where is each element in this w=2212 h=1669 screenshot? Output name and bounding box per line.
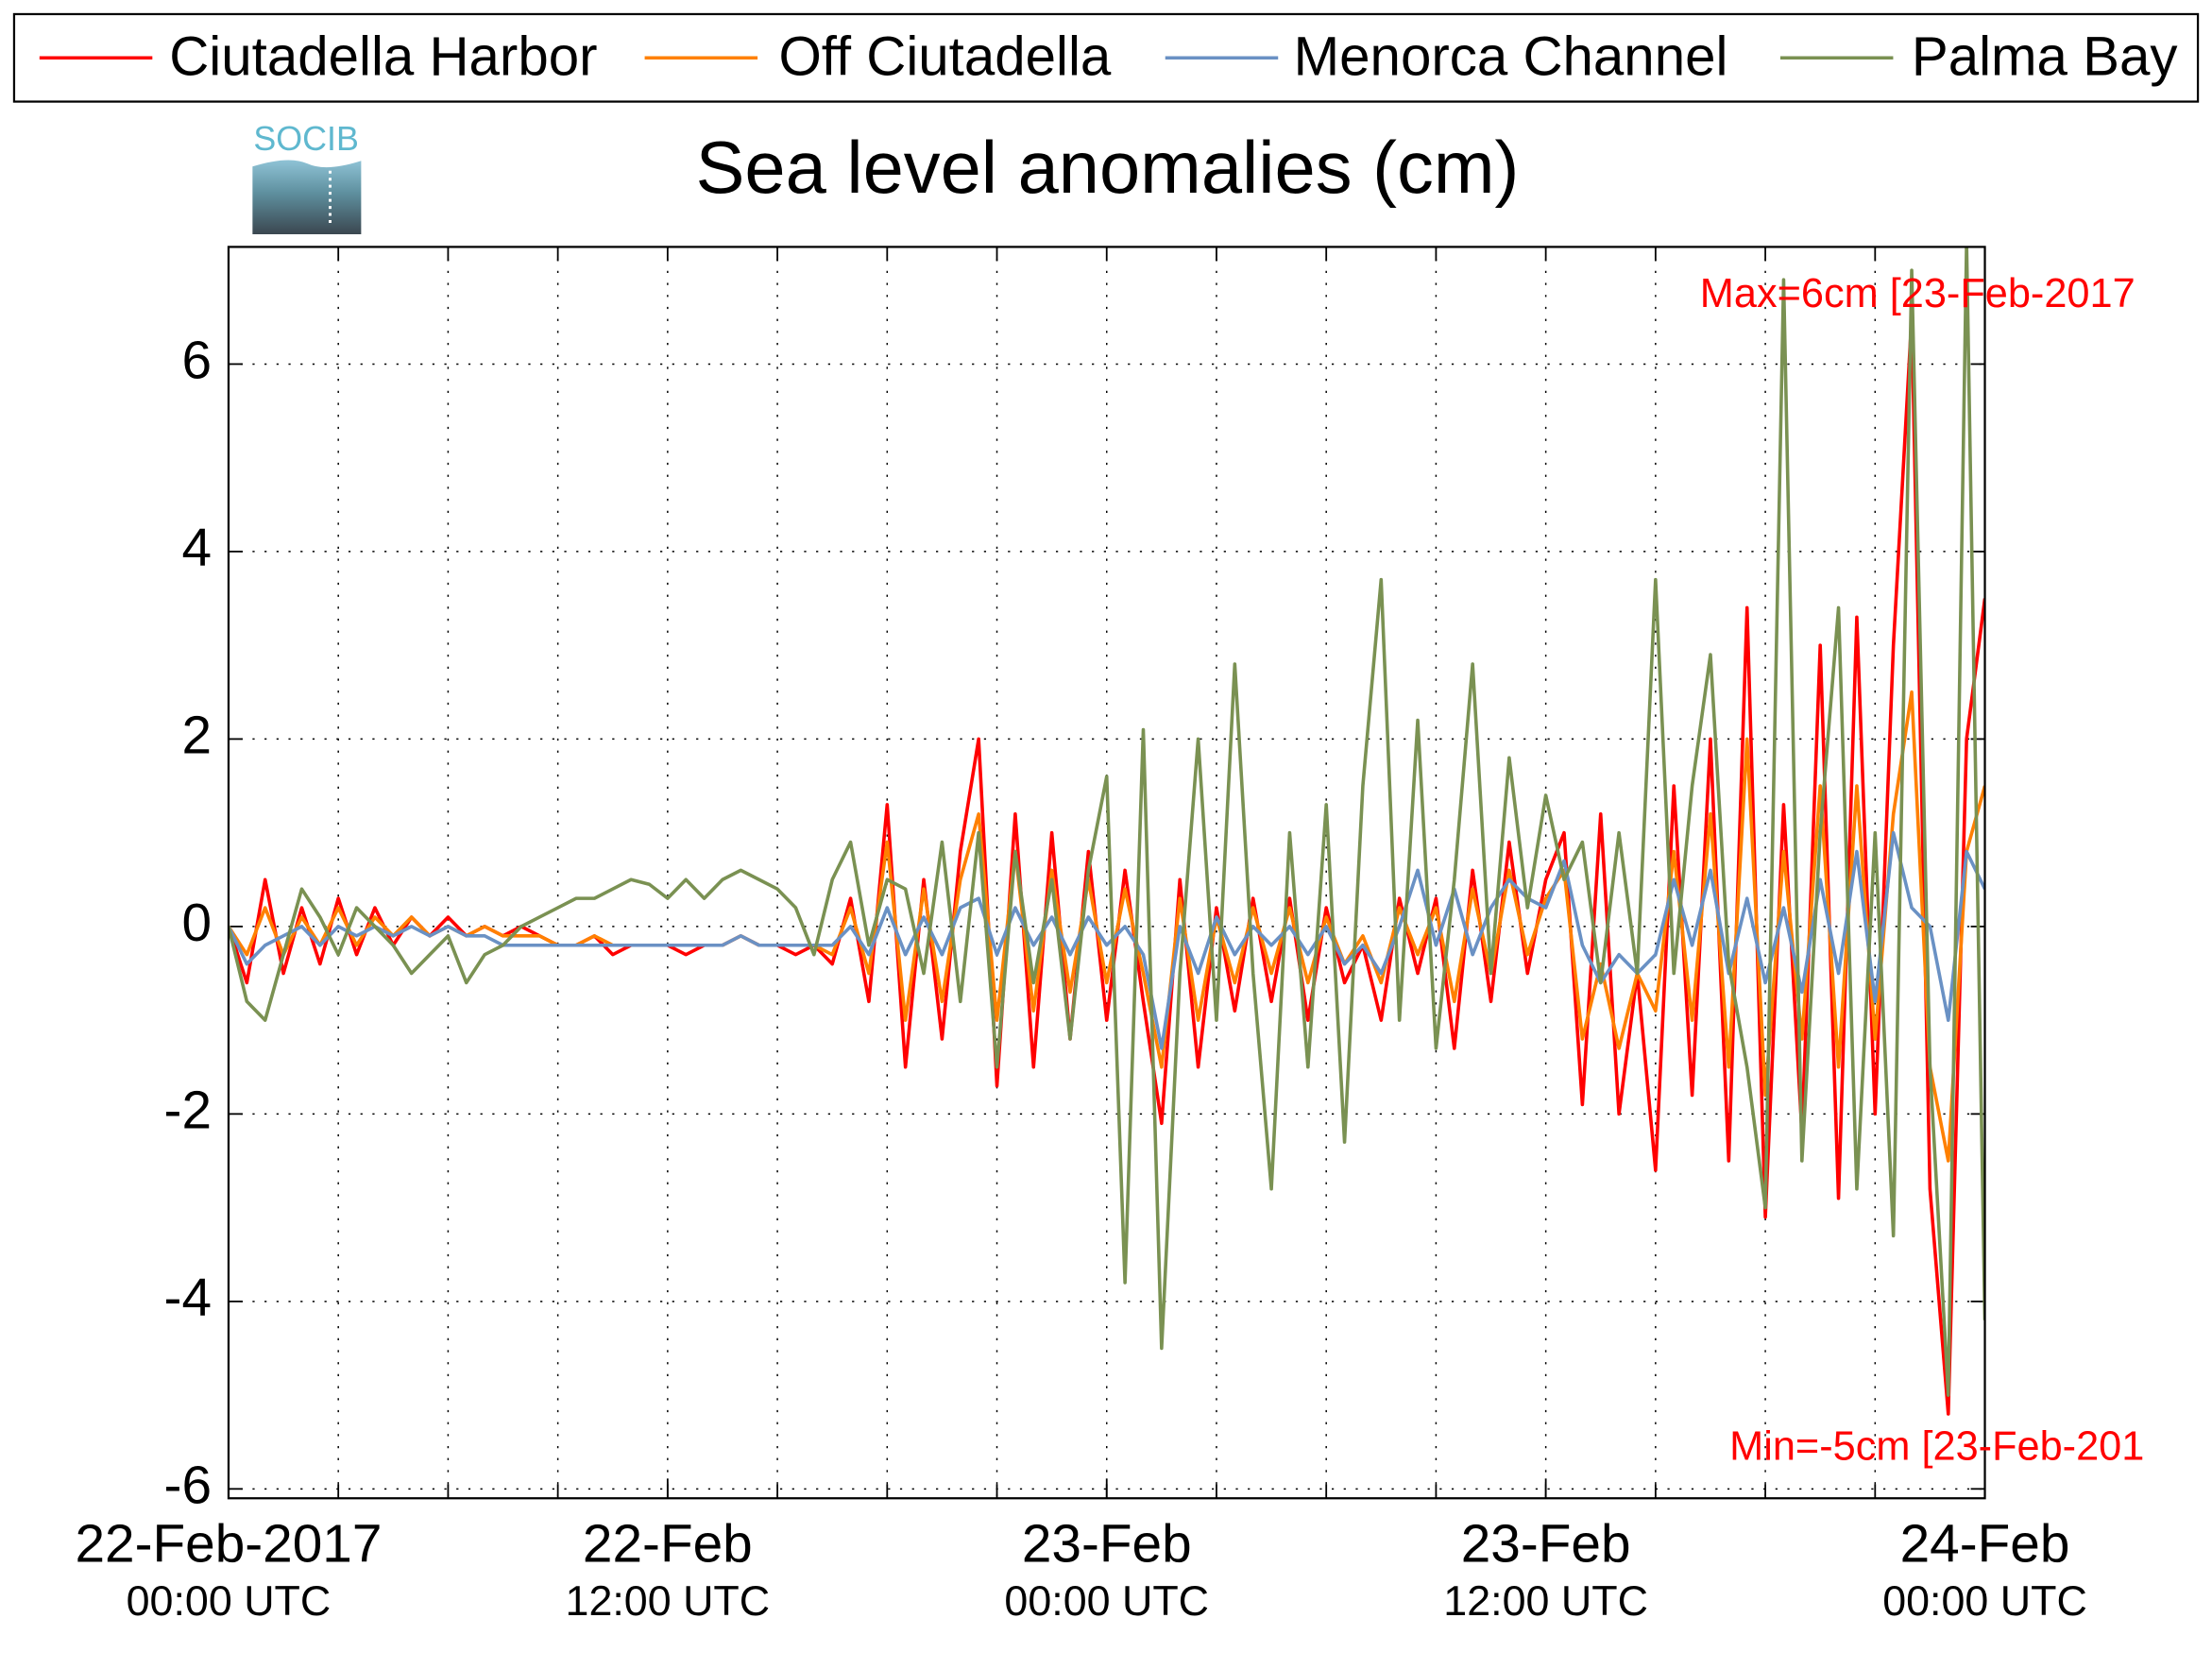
- y-tick-label: 2: [181, 706, 212, 765]
- x-tick-time: 00:00 UTC: [1004, 1577, 1209, 1625]
- plot-frame: [227, 246, 1986, 1500]
- series-line: [228, 690, 1985, 1163]
- y-tick-label: -4: [164, 1269, 212, 1328]
- y-tick-label: -6: [164, 1456, 212, 1515]
- x-tick-time: 00:00 UTC: [127, 1577, 332, 1625]
- logo-wave: [252, 160, 362, 234]
- x-tick-label: 23-Feb: [1022, 1515, 1192, 1575]
- x-tick-time: 12:00 UTC: [1443, 1577, 1648, 1625]
- annotation: Max=6cm [23-Feb-2017: [1700, 271, 2135, 316]
- legend-label: Off Ciutadella: [778, 26, 1111, 88]
- logo-text: SOCIB: [253, 120, 359, 158]
- x-tick-label: 22-Feb-2017: [75, 1515, 382, 1575]
- y-tick-label: 4: [181, 519, 212, 578]
- x-tick-label: 22-Feb: [583, 1515, 753, 1575]
- y-tick-label: -2: [164, 1081, 212, 1140]
- x-tick-time: 00:00 UTC: [1882, 1577, 2087, 1625]
- legend-label: Palma Bay: [1912, 26, 2179, 88]
- x-tick-label: 23-Feb: [1461, 1515, 1631, 1575]
- legend-label: Ciutadella Harbor: [169, 26, 597, 88]
- y-tick-label: 0: [181, 894, 212, 953]
- plot-lines: [228, 247, 1985, 1416]
- series-line: [228, 830, 1985, 1050]
- legend-label: Menorca Channel: [1294, 26, 1728, 88]
- y-tick-label: 6: [181, 331, 212, 390]
- x-tick-label: 24-Feb: [1900, 1515, 2070, 1575]
- x-tick-time: 12:00 UTC: [566, 1577, 771, 1625]
- series-line: [228, 247, 1985, 1397]
- annotation: Min=-5cm [23-Feb-201: [1729, 1423, 2144, 1469]
- logo: SOCIB: [252, 120, 362, 234]
- chart-title: Sea level anomalies (cm): [696, 128, 1520, 209]
